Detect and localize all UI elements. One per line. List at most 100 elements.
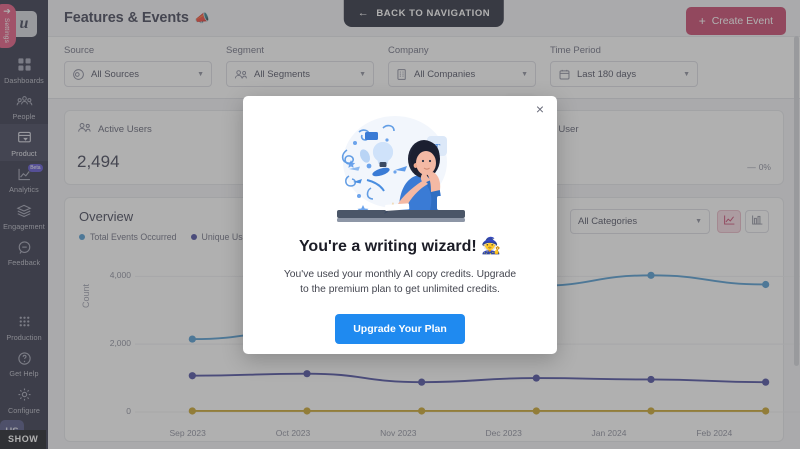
filter-source-select[interactable]: All Sources ▼ [64, 61, 212, 87]
filter-time-period-value: Last 180 days [577, 68, 637, 80]
filter-company-label: Company [388, 45, 429, 56]
show-chip-button[interactable]: SHOW [0, 430, 47, 449]
close-icon[interactable]: × [535, 101, 545, 117]
y-axis-tick-label: 0 [126, 406, 131, 416]
sidebar-item-engagement[interactable]: Engagement [0, 197, 48, 234]
calendar-icon [558, 68, 571, 81]
sidebar-item-label: Feedback [7, 258, 41, 267]
create-event-button[interactable]: + Create Event [685, 7, 786, 35]
chart-panel-title-group: Overview Total Events Occurred Unique Us… [79, 209, 255, 242]
sidebar-settings-tab[interactable]: ➔ Settings [0, 4, 16, 48]
chevron-down-icon: ▼ [695, 218, 702, 225]
people-icon [77, 121, 92, 139]
grid-icon [17, 56, 32, 73]
y-axis-tick-label: 4,000 [109, 270, 131, 281]
sidebar-item-label: Configure [7, 405, 41, 415]
bar-chart-toggle[interactable] [745, 210, 769, 233]
arrow-left-icon: ← [357, 7, 370, 19]
chevron-down-icon: ▼ [197, 70, 204, 78]
building-icon [396, 68, 408, 81]
sidebar-item-configure[interactable]: Configure [0, 381, 48, 418]
chart-type-toggle-group [717, 210, 769, 233]
sidebar-item-label: Dashboards [4, 75, 44, 85]
x-axis-tick-label: Dec 2023 [485, 428, 522, 438]
back-to-navigation-button[interactable]: ← BACK TO NAVIGATION [343, 0, 505, 27]
main-region: Features & Events 📣 ← BACK TO NAVIGATION… [48, 0, 800, 449]
sidebar-item-label: Production [6, 332, 42, 342]
y-axis-ticks: 0 2,000 4,000 [95, 246, 131, 424]
sidebar-item-label: People [12, 112, 36, 121]
sidebar-item-analytics[interactable]: Analytics Beta [0, 161, 48, 198]
page-scrollbar[interactable] [794, 36, 799, 366]
legend-item[interactable]: Total Events Occurred [79, 232, 177, 242]
sidebar-item-label: Get Help [9, 369, 39, 378]
legend-color-dot [190, 234, 197, 240]
stat-card-value: 2,494 [77, 152, 120, 171]
layers-icon [16, 202, 32, 219]
chevron-down-icon: ▼ [683, 70, 690, 78]
chart-legend: Total Events Occurred Unique Users [79, 232, 255, 242]
category-filter-value: All Categories [578, 216, 638, 227]
line-chart-toggle[interactable] [717, 210, 741, 233]
dash-icon: — [747, 162, 756, 172]
page-header: Features & Events 📣 ← BACK TO NAVIGATION… [48, 0, 800, 36]
sidebar-item-label: Analytics [9, 185, 39, 194]
people-icon [234, 68, 248, 81]
sidebar-item-product[interactable]: Product [0, 124, 48, 161]
legend-item[interactable]: Unique Users [190, 232, 255, 242]
line-chart-icon [723, 213, 736, 231]
sidebar-item-label: Engagement [3, 221, 45, 231]
filter-segment: Segment All Segments ▼ [226, 45, 374, 87]
dots-grid-icon [17, 313, 32, 330]
sidebar-item-production[interactable]: Production [0, 308, 48, 345]
sidebar-item-people[interactable]: People [0, 88, 48, 125]
category-filter-select[interactable]: All Categories ▼ [570, 209, 710, 234]
filter-source-label: Source [64, 45, 95, 56]
sidebar-item-dashboards[interactable]: Dashboards [0, 51, 48, 88]
source-circle-icon [72, 68, 85, 81]
stat-card-delta: 0% [758, 162, 771, 172]
filter-segment-label: Segment [226, 45, 265, 56]
filter-source: Source All Sources ▼ [64, 45, 212, 87]
legend-label: Total Events Occurred [90, 232, 177, 242]
woman-writing-at-desk-illustration: T [337, 116, 465, 222]
upgrade-modal: × T [243, 96, 557, 354]
filter-segment-value: All Segments [254, 68, 310, 80]
back-to-navigation-label: BACK TO NAVIGATION [376, 7, 491, 19]
chart-panel-title: Overview [79, 209, 134, 224]
upgrade-your-plan-button[interactable]: Upgrade Your Plan [335, 314, 465, 344]
bar-chart-icon [751, 213, 764, 231]
chart-panel-header: Overview Total Events Occurred Unique Us… [79, 209, 769, 242]
sidebar: ➔ Settings u Dashboards People Product Anal… [0, 0, 48, 449]
chevron-down-icon: ▼ [359, 70, 366, 78]
stat-card-title: Active Users [98, 124, 152, 135]
x-axis-tick-label: Feb 2024 [696, 428, 733, 438]
sidebar-item-get-help[interactable]: Get Help [0, 345, 48, 382]
people-icon [16, 93, 33, 110]
sidebar-nav-list: Dashboards People Product Analytics Beta Enga… [0, 51, 48, 444]
x-axis-ticks: Sep 2023 Oct 2023 Nov 2023 Dec 2023 Jan 2024… [135, 428, 767, 444]
status-badge: — 0% [747, 162, 771, 172]
filter-time-period: Time Period Last 180 days ▼ [550, 45, 698, 87]
filter-time-period-label: Time Period [550, 45, 601, 56]
filter-company-select[interactable]: All Companies ▼ [388, 61, 536, 87]
page-title: Features & Events 📣 [64, 10, 210, 26]
x-axis-tick-label: Jan 2024 [591, 428, 627, 438]
filter-time-period-select[interactable]: Last 180 days ▼ [550, 61, 698, 87]
plus-icon: + [698, 14, 706, 28]
legend-color-dot [79, 234, 85, 240]
filter-source-value: All Sources [91, 68, 140, 80]
product-window-icon [17, 129, 32, 146]
legend-label: Unique Users [201, 232, 255, 242]
filter-company: Company All Companies ▼ [388, 45, 536, 87]
line-chart-icon [17, 166, 32, 183]
beta-badge: Beta [27, 163, 43, 172]
modal-title-text: You're a writing wizard! [298, 238, 477, 255]
x-axis-tick-label: Oct 2023 [275, 428, 311, 438]
sidebar-item-feedback[interactable]: Feedback [0, 234, 48, 271]
gear-icon [17, 386, 32, 403]
arrow-right-icon: ➔ [3, 6, 11, 16]
filter-segment-select[interactable]: All Segments ▼ [226, 61, 374, 87]
megaphone-icon: 📣 [194, 11, 210, 25]
